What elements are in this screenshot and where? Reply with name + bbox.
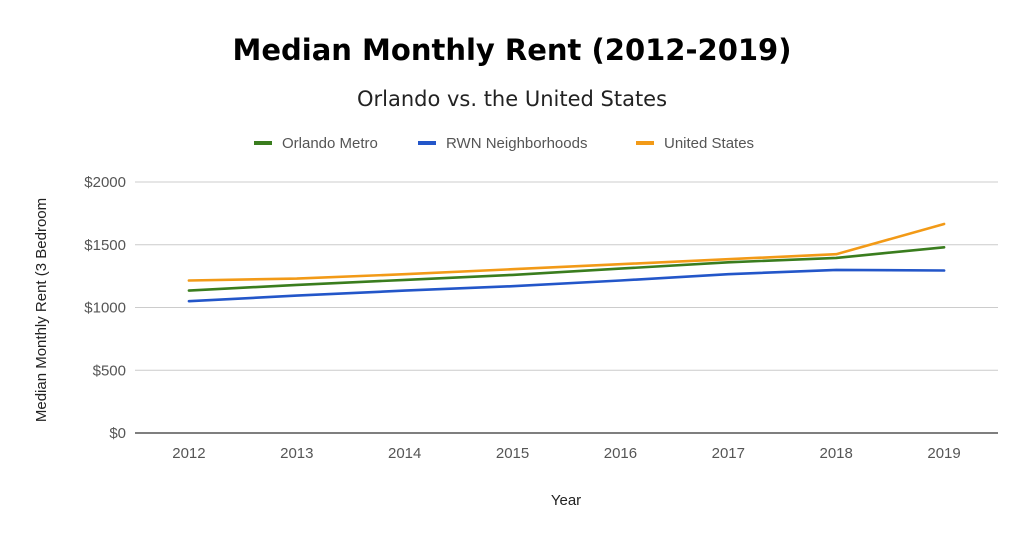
x-tick-label: 2016 <box>604 445 637 462</box>
x-axis-ticks: 2012 2013 2014 2015 2016 2017 2018 2019 <box>172 445 961 462</box>
y-axis-ticks: $0 $500 $1000 $1500 $2000 <box>84 174 126 442</box>
legend-label-orlando-metro: Orlando Metro <box>282 135 378 152</box>
y-tick-label: $500 <box>93 362 126 379</box>
series-lines <box>187 222 946 303</box>
x-tick-label: 2014 <box>388 445 421 462</box>
y-axis-title: Median Monthly Rent (3 Bedroom <box>33 198 50 422</box>
chart-subtitle: Orlando vs. the United States <box>357 87 667 111</box>
y-tick-label: $1000 <box>84 300 126 317</box>
series-line-rwn-neighborhoods <box>187 268 946 303</box>
x-tick-label: 2019 <box>927 445 960 462</box>
x-axis-title: Year <box>551 492 581 509</box>
gridlines <box>135 181 998 371</box>
legend-label-rwn-neighborhoods: RWN Neighborhoods <box>446 135 587 152</box>
x-tick-label: 2012 <box>172 445 205 462</box>
x-tick-label: 2018 <box>820 445 853 462</box>
y-tick-label: $0 <box>109 425 126 442</box>
x-tick-label: 2013 <box>280 445 313 462</box>
series-line-orlando-metro <box>187 246 946 292</box>
series-line-united-states <box>187 222 946 282</box>
legend-label-united-states: United States <box>664 135 754 152</box>
x-tick-label: 2015 <box>496 445 529 462</box>
x-tick-label: 2017 <box>712 445 745 462</box>
y-tick-label: $2000 <box>84 174 126 191</box>
y-tick-label: $1500 <box>84 237 126 254</box>
chart-title: Median Monthly Rent (2012-2019) <box>233 33 792 67</box>
legend: Orlando Metro RWN Neighborhoods United Sta… <box>254 135 754 152</box>
